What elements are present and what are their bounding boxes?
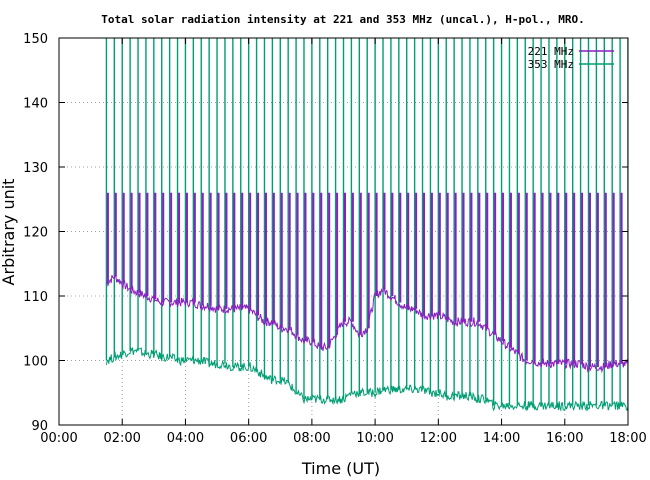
y-tick-label: 150	[23, 32, 48, 47]
series-1	[105, 38, 628, 412]
x-axis-label: Time (UT)	[301, 459, 380, 478]
y-tick-label: 110	[23, 290, 48, 305]
series-0	[105, 192, 628, 374]
series-line	[105, 347, 628, 412]
x-tick-label: 00:00	[40, 431, 77, 446]
x-tick-label: 04:00	[167, 431, 204, 446]
chart-title: Total solar radiation intensity at 221 a…	[101, 13, 584, 26]
x-tick-label: 18:00	[609, 431, 646, 446]
y-tick-label: 120	[23, 226, 48, 241]
y-tick-label: 100	[23, 355, 48, 370]
x-tick-label: 16:00	[546, 431, 583, 446]
plot-area	[105, 38, 628, 412]
axis-ticks: 00:00 02:00 04:00 06:00 08:00 10:00 12:00 14:00…	[23, 32, 647, 446]
y-tick-label: 90	[31, 419, 48, 434]
x-tick-label: 06:00	[230, 431, 267, 446]
x-tick-label: 10:00	[356, 431, 393, 446]
x-tick-label: 08:00	[293, 431, 330, 446]
x-tick-label: 02:00	[103, 431, 140, 446]
x-tick-label: 12:00	[420, 431, 457, 446]
y-axis-label: Arbitrary unit	[0, 179, 18, 286]
y-tick-label: 130	[23, 161, 48, 176]
y-tick-label: 140	[23, 97, 48, 112]
legend-label: 353 MHz	[528, 58, 574, 71]
legend-label: 221 MHz	[528, 45, 574, 58]
series-line	[105, 273, 628, 374]
x-tick-label: 14:00	[483, 431, 520, 446]
